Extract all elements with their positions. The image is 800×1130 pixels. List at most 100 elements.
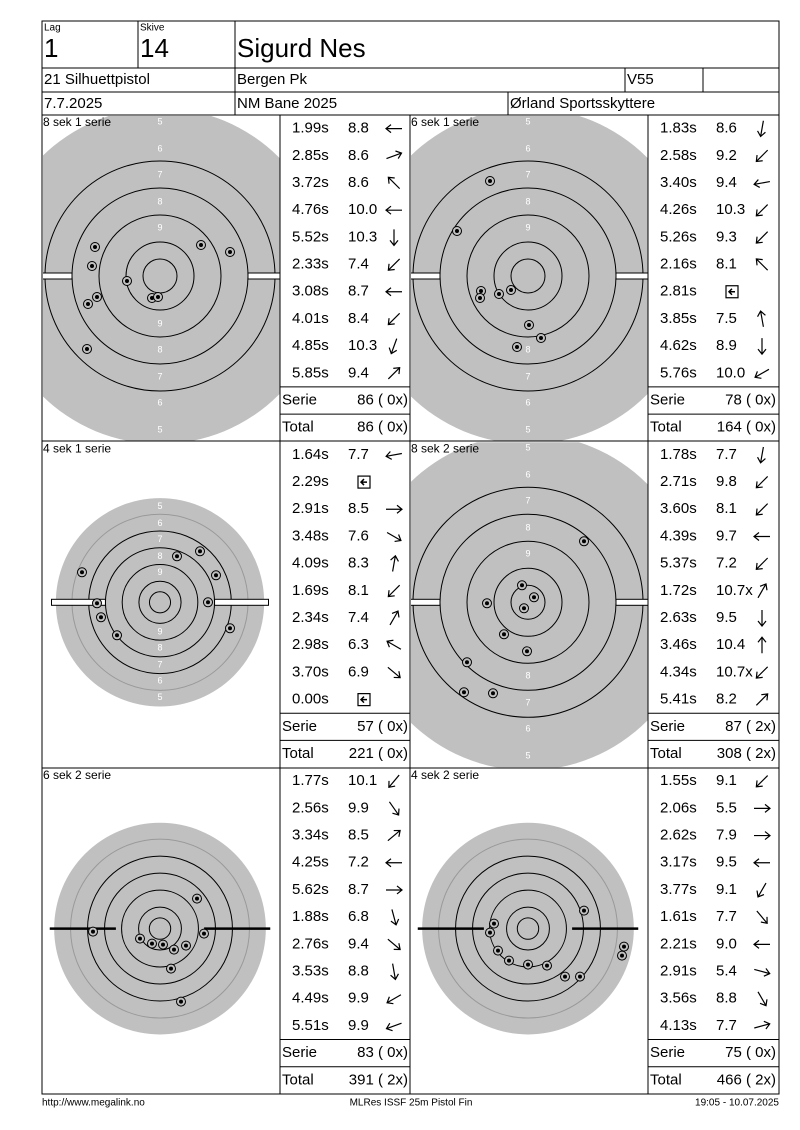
shot-score: 7.7 xyxy=(348,446,369,463)
arrow-shape xyxy=(386,639,402,650)
shot-score: 9.5 xyxy=(716,609,737,626)
shot-score: 8.3 xyxy=(348,555,369,572)
shot-score: 8.6 xyxy=(348,174,369,191)
icon-arrow xyxy=(727,288,735,296)
ring xyxy=(466,540,590,664)
shot-score: 9.9 xyxy=(348,1017,369,1034)
ring xyxy=(121,889,199,968)
shot-hole-center xyxy=(138,936,142,941)
shot-time: 1.55s xyxy=(660,772,697,789)
shot-hole-center xyxy=(93,245,97,249)
direction-arrow xyxy=(385,287,402,297)
arrow-shape xyxy=(386,150,403,160)
arrow-shape xyxy=(755,666,769,679)
ring-number: 7 xyxy=(525,698,530,708)
shot-score: 10.7x xyxy=(716,582,753,599)
shot-hole-center xyxy=(179,999,183,1004)
shot-hole-center xyxy=(86,302,90,306)
direction-arrow xyxy=(756,882,767,898)
direction-arrow xyxy=(757,610,767,628)
shot-time: 3.34s xyxy=(292,827,329,844)
shot-time: 3.72s xyxy=(292,174,329,191)
ring-number: 9 xyxy=(157,626,162,636)
ring-number: 7 xyxy=(157,659,162,669)
side-bar xyxy=(43,272,73,280)
arrow-shape xyxy=(390,909,400,926)
total-label: Total xyxy=(650,1071,682,1088)
shot-score: 8.8 xyxy=(716,990,737,1007)
ring-number: 6 xyxy=(157,675,162,685)
shot-score: 7.4 xyxy=(348,256,369,273)
ring-number: 5 xyxy=(157,692,162,702)
shot-time: 5.52s xyxy=(292,228,329,245)
direction-arrow xyxy=(754,831,771,841)
direction-arrow xyxy=(387,176,401,190)
arrow-shape xyxy=(387,176,401,190)
direction-arrow xyxy=(387,666,401,679)
ring-number: 8 xyxy=(157,344,162,354)
shot-score: 9.4 xyxy=(348,935,369,952)
total-label: Total xyxy=(650,745,682,762)
series-title: 8 sek 1 serie xyxy=(43,115,111,129)
ring xyxy=(493,567,563,637)
shot-score: 7.6 xyxy=(348,527,369,544)
shot-score: 9.9 xyxy=(348,799,369,816)
shot-score: 10.3 xyxy=(716,201,745,218)
total-value: 221 ( 0x) xyxy=(349,745,408,762)
direction-arrow xyxy=(754,803,771,813)
shot-score: 9.8 xyxy=(716,473,737,490)
series-title: 8 sek 2 serie xyxy=(411,441,479,455)
shot-hole-center xyxy=(206,600,210,605)
ring-number: 5 xyxy=(157,501,162,511)
shot-time: 1.77s xyxy=(292,772,329,789)
shot-time: 3.56s xyxy=(660,990,697,1007)
shot-hole-center xyxy=(184,943,188,948)
direction-arrow xyxy=(387,312,401,326)
shot-score: 10.1 xyxy=(348,772,377,789)
series-title: 4 sek 2 serie xyxy=(411,768,479,782)
shot-time: 4.09s xyxy=(292,555,329,572)
shot-score: 9.2 xyxy=(716,147,737,164)
arrow-shape xyxy=(755,503,769,516)
direction-arrow xyxy=(757,446,766,464)
shot-time: 5.51s xyxy=(292,1017,329,1034)
serie-label: Serie xyxy=(650,1044,685,1061)
arrow-shape xyxy=(757,991,768,1007)
arrow-shape xyxy=(385,124,402,134)
shot-score: 10.7x xyxy=(716,663,753,680)
shot-hole-center xyxy=(578,974,582,979)
shot-hole-center xyxy=(509,288,513,292)
shot-score: 8.6 xyxy=(716,120,737,137)
frame xyxy=(41,20,780,1095)
direction-arrow xyxy=(387,938,401,951)
total-label: Total xyxy=(282,1071,314,1088)
shot-time: 2.33s xyxy=(292,256,329,273)
shot-time: 2.91s xyxy=(660,963,697,980)
arrow-shape xyxy=(386,885,403,895)
shot-hole-center xyxy=(491,691,495,696)
shot-time: 2.71s xyxy=(660,473,697,490)
shot-time: 2.91s xyxy=(292,500,329,517)
arrow-shape xyxy=(385,205,402,215)
shot-hole-center xyxy=(522,606,526,611)
arrow-shape xyxy=(389,610,400,626)
shot-time: 4.39s xyxy=(660,527,697,544)
shot-score: 7.2 xyxy=(716,555,737,572)
ring xyxy=(121,563,199,641)
shot-time: 1.99s xyxy=(292,120,329,137)
direction-arrow xyxy=(387,584,401,598)
direction-arrow xyxy=(387,258,401,271)
arrow-shape xyxy=(387,938,401,951)
arrow-shape xyxy=(754,803,771,813)
serie-label: Serie xyxy=(282,718,317,735)
side-bar xyxy=(615,272,648,280)
direction-arrow xyxy=(385,451,402,460)
arrow-shape xyxy=(753,939,770,949)
arrow-shape xyxy=(754,968,771,977)
shot-time: 2.63s xyxy=(660,609,697,626)
shot-hole-center xyxy=(125,279,129,283)
ring xyxy=(138,580,182,624)
ring xyxy=(510,258,546,294)
